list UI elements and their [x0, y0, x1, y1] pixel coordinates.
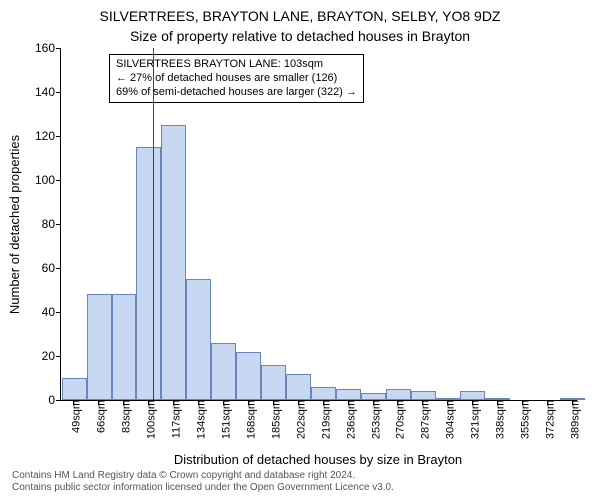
- x-axis-title: Distribution of detached houses by size …: [60, 452, 576, 467]
- chart-title-2: Size of property relative to detached ho…: [0, 28, 600, 44]
- ytick-label: 80: [42, 217, 61, 231]
- property-size-chart: SILVERTREES, BRAYTON LANE, BRAYTON, SELB…: [0, 0, 600, 500]
- histogram-bar: [386, 389, 411, 400]
- annotation-box: SILVERTREES BRAYTON LANE: 103sqm ← 27% o…: [109, 54, 364, 103]
- histogram-bar: [411, 391, 436, 400]
- xtick-label: 66sqm: [92, 400, 108, 433]
- xtick-label: 151sqm: [217, 400, 233, 439]
- xtick-label: 83sqm: [117, 400, 133, 433]
- xtick-label: 219sqm: [316, 400, 332, 439]
- histogram-bar: [311, 387, 336, 400]
- ytick-label: 0: [48, 393, 61, 407]
- histogram-bar: [460, 391, 485, 400]
- xtick-label: 185sqm: [266, 400, 282, 439]
- histogram-bar: [236, 352, 261, 400]
- chart-title-1: SILVERTREES, BRAYTON LANE, BRAYTON, SELB…: [0, 8, 600, 24]
- xtick-label: 49sqm: [67, 400, 83, 433]
- histogram-bar: [211, 343, 236, 400]
- ytick-label: 140: [35, 85, 61, 99]
- footer-line1: Contains HM Land Registry data © Crown c…: [12, 470, 394, 482]
- histogram-bar: [161, 125, 186, 400]
- xtick-label: 270sqm: [391, 400, 407, 439]
- xtick-label: 304sqm: [441, 400, 457, 439]
- xtick-label: 321sqm: [466, 400, 482, 439]
- histogram-bar: [485, 398, 510, 400]
- footer-line2: Contains public sector information licen…: [12, 482, 394, 494]
- ytick-label: 160: [35, 41, 61, 55]
- plot-area: SILVERTREES BRAYTON LANE: 103sqm ← 27% o…: [60, 48, 577, 401]
- xtick-label: 202sqm: [291, 400, 307, 439]
- xtick-label: 134sqm: [192, 400, 208, 439]
- histogram-bar: [261, 365, 286, 400]
- footer: Contains HM Land Registry data © Crown c…: [12, 470, 394, 494]
- histogram-bar: [186, 279, 211, 400]
- xtick-label: 389sqm: [565, 400, 581, 439]
- histogram-bar: [87, 294, 112, 400]
- histogram-bar: [336, 389, 361, 400]
- ytick-label: 40: [42, 305, 61, 319]
- y-axis-title-text: Number of detached properties: [8, 134, 23, 313]
- histogram-bar: [136, 147, 161, 400]
- xtick-label: 372sqm: [541, 400, 557, 439]
- xtick-label: 117sqm: [167, 400, 183, 438]
- ytick-label: 60: [42, 261, 61, 275]
- ytick-label: 120: [35, 129, 61, 143]
- histogram-bar: [436, 398, 461, 400]
- ytick-label: 100: [35, 173, 61, 187]
- reference-line: [153, 48, 154, 400]
- histogram-bar: [361, 393, 386, 400]
- xtick-label: 236sqm: [341, 400, 357, 439]
- xtick-label: 253sqm: [366, 400, 382, 439]
- y-axis-title: Number of detached properties: [8, 48, 22, 400]
- xtick-label: 168sqm: [241, 400, 257, 439]
- xtick-label: 355sqm: [516, 400, 532, 439]
- histogram-bar: [560, 398, 585, 400]
- xtick-label: 287sqm: [416, 400, 432, 439]
- xtick-label: 100sqm: [142, 400, 158, 439]
- ytick-label: 20: [42, 349, 61, 363]
- histogram-bar: [286, 374, 311, 400]
- histogram-bar: [112, 294, 137, 400]
- histogram-bar: [62, 378, 87, 400]
- xtick-label: 338sqm: [491, 400, 507, 439]
